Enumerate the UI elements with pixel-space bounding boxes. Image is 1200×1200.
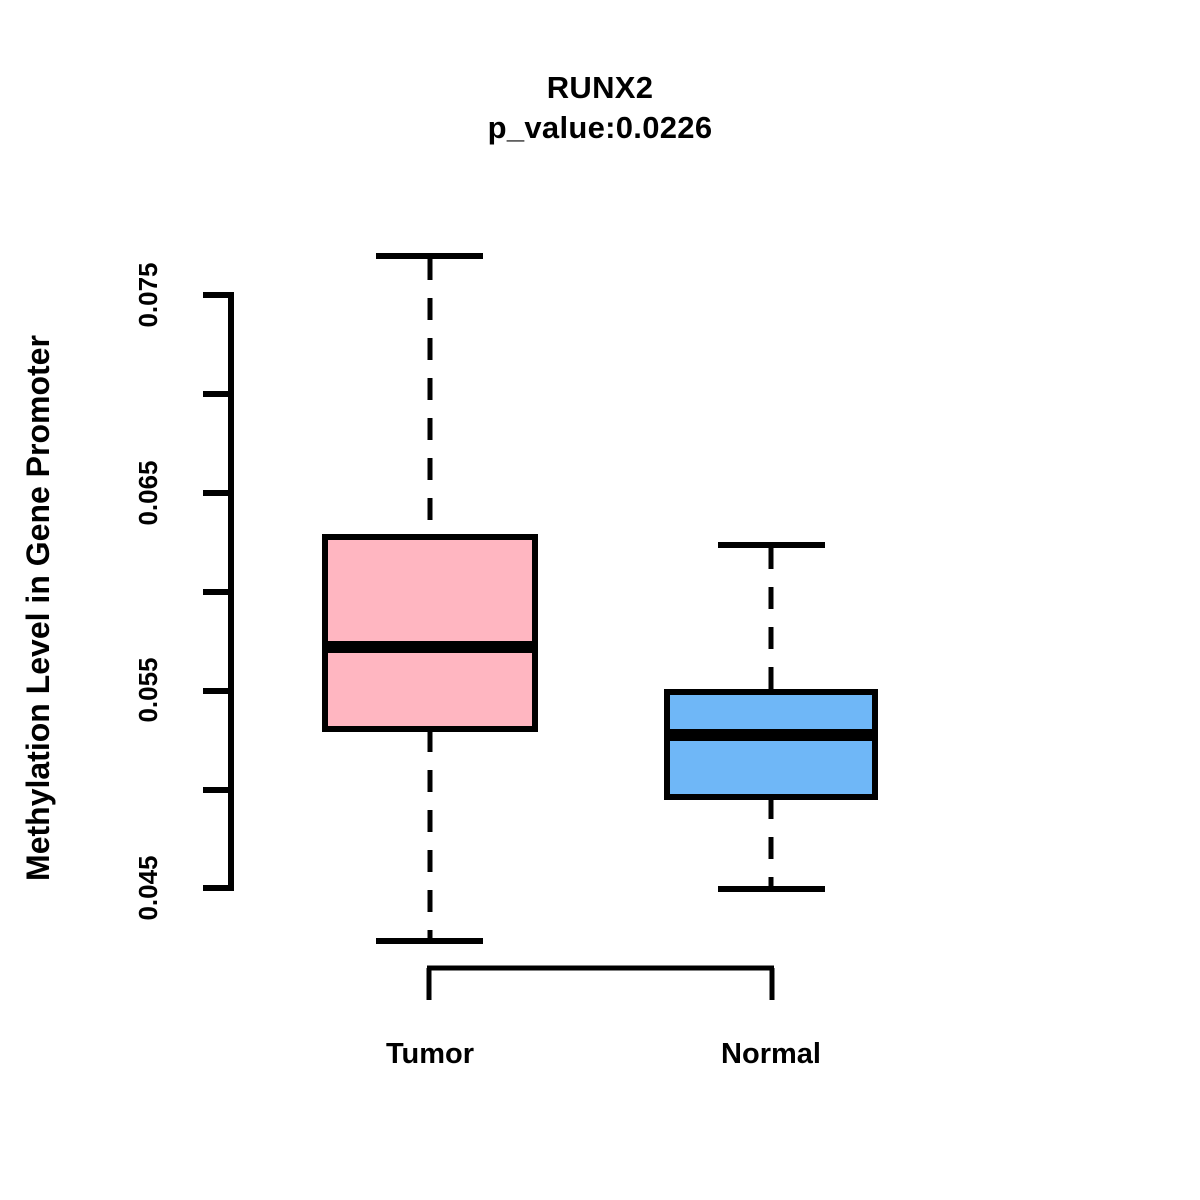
normal-box-rect[interactable] xyxy=(664,689,878,800)
x-tick-label-normal: Normal xyxy=(721,1038,821,1070)
box-tumor[interactable] xyxy=(322,253,538,944)
box-normal[interactable] xyxy=(664,542,878,892)
x-tick-label-tumor: Tumor xyxy=(385,1038,475,1070)
significance-bracket xyxy=(426,965,775,1000)
tumor-box-rect[interactable] xyxy=(322,534,538,732)
y-axis xyxy=(203,292,234,891)
